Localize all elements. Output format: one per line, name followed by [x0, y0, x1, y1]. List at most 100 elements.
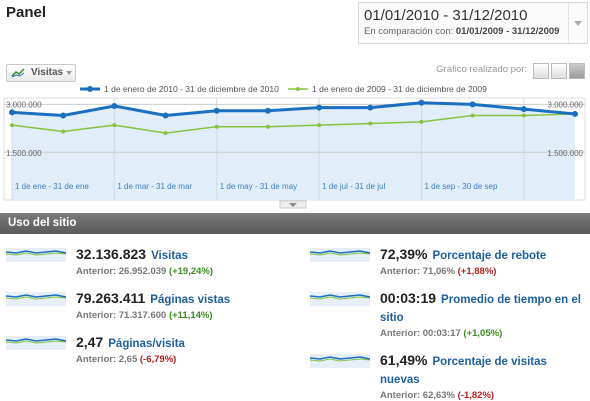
page-title: Panel	[6, 4, 47, 21]
view-day[interactable]	[533, 63, 549, 79]
previous-value: Anterior: 2,65	[76, 354, 138, 365]
metric-name: Páginas/visita	[108, 338, 185, 350]
arrow	[66, 71, 72, 75]
arrow	[574, 21, 582, 26]
series-line	[11, 113, 576, 134]
y-tick-label: 3.000.000	[6, 100, 42, 109]
point	[264, 107, 271, 114]
comparison: En comparación con: 01/01/2009 - 31/12/2…	[364, 26, 559, 37]
sparkline	[310, 354, 370, 368]
x-tick-label: 1 de may - 31 de may	[220, 182, 297, 191]
metric-main: 32.136.823 Visitas	[76, 246, 296, 264]
line-icon	[11, 68, 25, 78]
previous-value: Anterior: 71,06%	[380, 266, 455, 277]
metric-main: 2,47 Páginas/visita	[76, 334, 296, 352]
date-picker[interactable]: 01/01/2010 - 31/12/2010 En comparación c…	[358, 2, 588, 44]
change: (-6,79%)	[139, 354, 177, 365]
point	[418, 99, 425, 106]
metric-name: Porcentaje de rebote	[432, 250, 547, 262]
y2-tick-label: 1.500.000	[547, 149, 583, 158]
point	[367, 104, 374, 111]
y2-tick-label: 3.000.000	[547, 100, 583, 109]
metric-value: 79.263.411	[76, 290, 146, 306]
metric-name: Páginas vistas	[150, 294, 231, 306]
metric-value: 00:03:19	[380, 290, 437, 306]
handle-arrow	[289, 203, 297, 207]
legend-dot	[87, 86, 93, 92]
point	[9, 109, 15, 116]
metric-main: 79.263.411 Páginas vistas	[76, 290, 296, 308]
change: (+1,05%)	[463, 328, 503, 339]
previous-value: Anterior: 62,63%	[380, 390, 455, 401]
change: (-1,82%)	[457, 390, 495, 401]
dropdown-toggle[interactable]	[568, 3, 587, 43]
point	[469, 101, 476, 108]
change: (+11,14%)	[168, 310, 213, 321]
view-month[interactable]	[569, 63, 585, 79]
legend-dot	[296, 87, 300, 91]
metric-value: 2,47	[76, 334, 104, 350]
sparkline	[310, 248, 370, 262]
metric: 2,47 Páginas/visita Anterior: 2,65 (-6,79%…	[6, 334, 296, 365]
point	[265, 124, 270, 129]
x-tick-label: 1 de mar - 31 de mar	[117, 182, 192, 191]
point	[214, 124, 219, 129]
change: (+1,88%)	[457, 266, 497, 277]
metric-main: 61,49% Porcentaje de visitas nuevas	[380, 352, 586, 388]
section-bar: Uso del sitio	[0, 213, 590, 234]
metric-previous: Anterior: 71,06% (+1,88%)	[380, 266, 586, 277]
point	[111, 102, 118, 109]
metric-previous: Anterior: 2,65 (-6,79%)	[76, 354, 296, 365]
x-tick-label: 1 de ene - 31 de ene	[15, 182, 89, 191]
sparkline	[6, 292, 66, 306]
metrics-left: 32.136.823 Visitas Anterior: 26.952.039 (+…	[6, 246, 296, 378]
point	[112, 123, 117, 128]
point	[10, 123, 14, 128]
point	[162, 112, 169, 119]
point	[60, 112, 67, 119]
metric: 32.136.823 Visitas Anterior: 26.952.039 (+…	[6, 246, 296, 277]
point	[61, 129, 66, 134]
metric-previous: Anterior: 00:03:17 (+1,05%)	[380, 328, 586, 339]
x-tick-label: 1 de sep - 30 de sep	[424, 182, 497, 191]
chart: 1 de enero de 2010 - 31 de diciembre de …	[3, 84, 586, 209]
y-tick-label: 1.500.000	[6, 149, 42, 158]
comparison-range: 01/01/2009 - 31/12/2009	[455, 26, 560, 37]
metric: 61,49% Porcentaje de visitas nuevas Anteri…	[310, 352, 586, 401]
metric-label: Visitas	[31, 67, 64, 78]
metric-value: 72,39%	[380, 246, 428, 262]
series-line	[11, 101, 576, 118]
point	[520, 106, 527, 113]
metric: 79.263.411 Páginas vistas Anterior: 71.317…	[6, 290, 296, 321]
metric-value: 32.136.823	[76, 246, 147, 262]
metric-previous: Anterior: 26.952.039 (+19,24%)	[76, 266, 296, 277]
metric-previous: Anterior: 71.317.600 (+11,14%)	[76, 310, 296, 321]
previous-value: Anterior: 00:03:17	[380, 328, 461, 339]
metric-value: 61,49%	[380, 352, 428, 368]
graph-by-label: Gráfico realizado por:	[436, 64, 527, 75]
point	[213, 107, 220, 114]
legend-label: 1 de enero de 2009 - 31 de diciembre de …	[312, 84, 487, 94]
area	[12, 102, 575, 200]
point	[368, 121, 373, 126]
metric-main: 72,39% Porcentaje de rebote	[380, 246, 586, 264]
legend-label: 1 de enero de 2010 - 31 de diciembre de …	[104, 84, 279, 94]
point	[470, 113, 475, 118]
point	[163, 131, 168, 136]
point	[419, 119, 424, 124]
point	[316, 104, 323, 111]
previous-value: Anterior: 71.317.600	[76, 310, 167, 321]
view-week[interactable]	[551, 63, 567, 79]
date-range: 01/01/2010 - 31/12/2010	[364, 7, 528, 24]
metrics-right: 72,39% Porcentaje de rebote Anterior: 71,0…	[310, 246, 586, 401]
metric-button[interactable]: Visitas	[6, 64, 76, 82]
metric-name: Promedio de tiempo en el sitio	[380, 294, 581, 324]
metric-previous: Anterior: 62,63% (-1,82%)	[380, 390, 586, 401]
comparison-label: En comparación con:	[364, 26, 454, 37]
metric-name: Visitas	[151, 250, 188, 262]
point	[572, 110, 578, 117]
sparkline	[310, 292, 370, 306]
sparkline	[6, 248, 66, 262]
metric-main: 00:03:19 Promedio de tiempo en el sitio	[380, 290, 586, 326]
